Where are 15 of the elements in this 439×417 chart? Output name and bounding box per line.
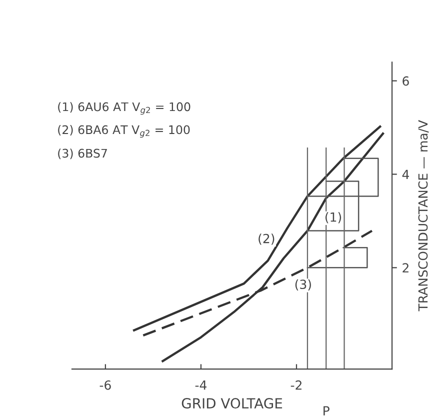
y-axis-title: TRANSCONDUCTANCE — ma/V bbox=[418, 120, 429, 312]
x-axis-title: GRID VOLTAGE bbox=[182, 398, 282, 409]
x-tick-label: -2 bbox=[290, 380, 302, 390]
y-tick-label: 6 bbox=[402, 76, 409, 86]
annotation: (2) 6BA6 AT V$_{g2}$ = 100 bbox=[58, 125, 190, 138]
x-tick-label: -4 bbox=[195, 380, 206, 390]
annotation: (1) 6AU6 AT V$_{g2}$ = 100 bbox=[58, 102, 190, 115]
annotation: (3) 6BS7 bbox=[58, 148, 107, 160]
y-tick-label: 4 bbox=[402, 170, 409, 179]
x-tick-label: -6 bbox=[100, 380, 111, 390]
annotation: (3) bbox=[295, 279, 311, 291]
annotation: (1) bbox=[325, 212, 342, 224]
annotation: (2) bbox=[258, 234, 274, 245]
ref-line-label: P bbox=[324, 406, 330, 416]
y-tick-label: 2 bbox=[402, 263, 408, 272]
